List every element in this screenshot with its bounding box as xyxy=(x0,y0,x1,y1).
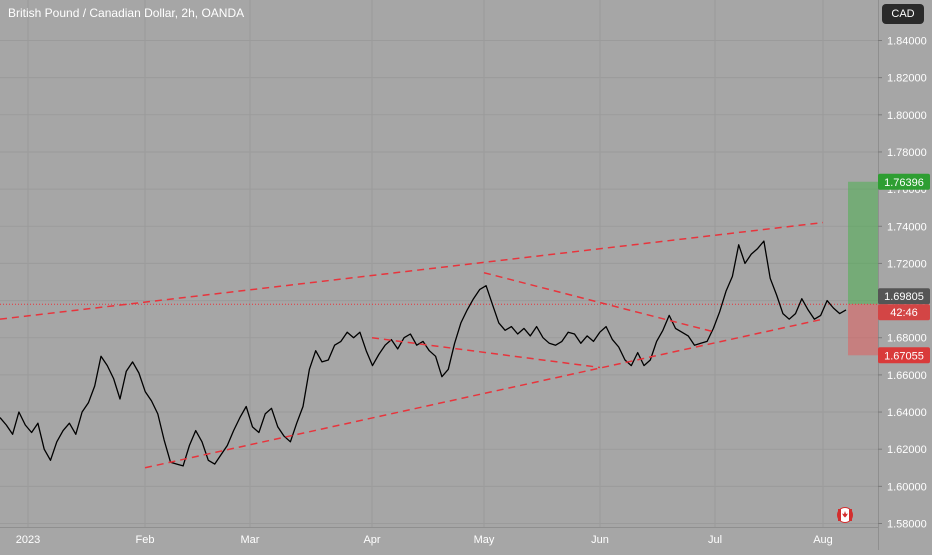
y-tick-label: 1.82000 xyxy=(887,73,927,85)
countdown-tag: 42:46 xyxy=(878,304,930,321)
grid-lines xyxy=(0,0,878,527)
y-tick-label: 1.62000 xyxy=(887,444,927,456)
x-tick-label: Feb xyxy=(136,534,155,546)
stop-price-tag: 1.67055 xyxy=(878,347,930,364)
chart-title: British Pound / Canadian Dollar, 2h, OAN… xyxy=(8,6,245,20)
y-tick-label: 1.84000 xyxy=(887,36,927,48)
x-tick-label: Jul xyxy=(708,534,722,546)
x-tick-label: Jun xyxy=(591,534,609,546)
y-tick-label: 1.60000 xyxy=(887,481,927,493)
target-zone xyxy=(848,181,878,305)
x-tick-label: Apr xyxy=(363,534,380,546)
y-tick-label: 1.64000 xyxy=(887,407,927,419)
y-tick-label: 1.74000 xyxy=(887,221,927,233)
target-price-tag: 1.76396 xyxy=(878,173,930,190)
stop-price-tag-bg xyxy=(878,347,930,364)
target-price-tag-bg xyxy=(878,173,930,190)
trend-line xyxy=(0,221,824,320)
trend-line xyxy=(371,336,601,369)
stop-zone xyxy=(848,304,878,356)
current-price-tag-bg xyxy=(878,288,930,305)
canada-flag-icon xyxy=(837,507,853,523)
x-tick-label: Aug xyxy=(813,534,833,546)
current-price-tag-text: 1.69805 xyxy=(884,291,924,303)
x-tick-label: May xyxy=(474,534,495,546)
currency-button[interactable]: CAD xyxy=(882,4,924,24)
countdown-tag-text: 42:46 xyxy=(890,307,918,319)
y-tick-label: 1.78000 xyxy=(887,147,927,159)
y-tick-label: 1.58000 xyxy=(887,519,927,531)
y-tick-label: 1.80000 xyxy=(887,110,927,122)
target-price-tag-text: 1.76396 xyxy=(884,177,924,189)
y-tick-label: 1.68000 xyxy=(887,333,927,345)
countdown-tag-bg xyxy=(878,304,930,321)
trend-line xyxy=(144,318,824,469)
trend-line xyxy=(483,271,716,333)
current-price-tag: 1.69805 xyxy=(878,288,930,305)
price-series-line xyxy=(0,240,847,467)
x-tick-label: Mar xyxy=(241,534,260,546)
y-tick-label: 1.72000 xyxy=(887,258,927,270)
x-tick-label: 2023 xyxy=(16,534,40,546)
stop-price-tag-text: 1.67055 xyxy=(884,350,924,362)
y-tick-label: 1.66000 xyxy=(887,370,927,382)
